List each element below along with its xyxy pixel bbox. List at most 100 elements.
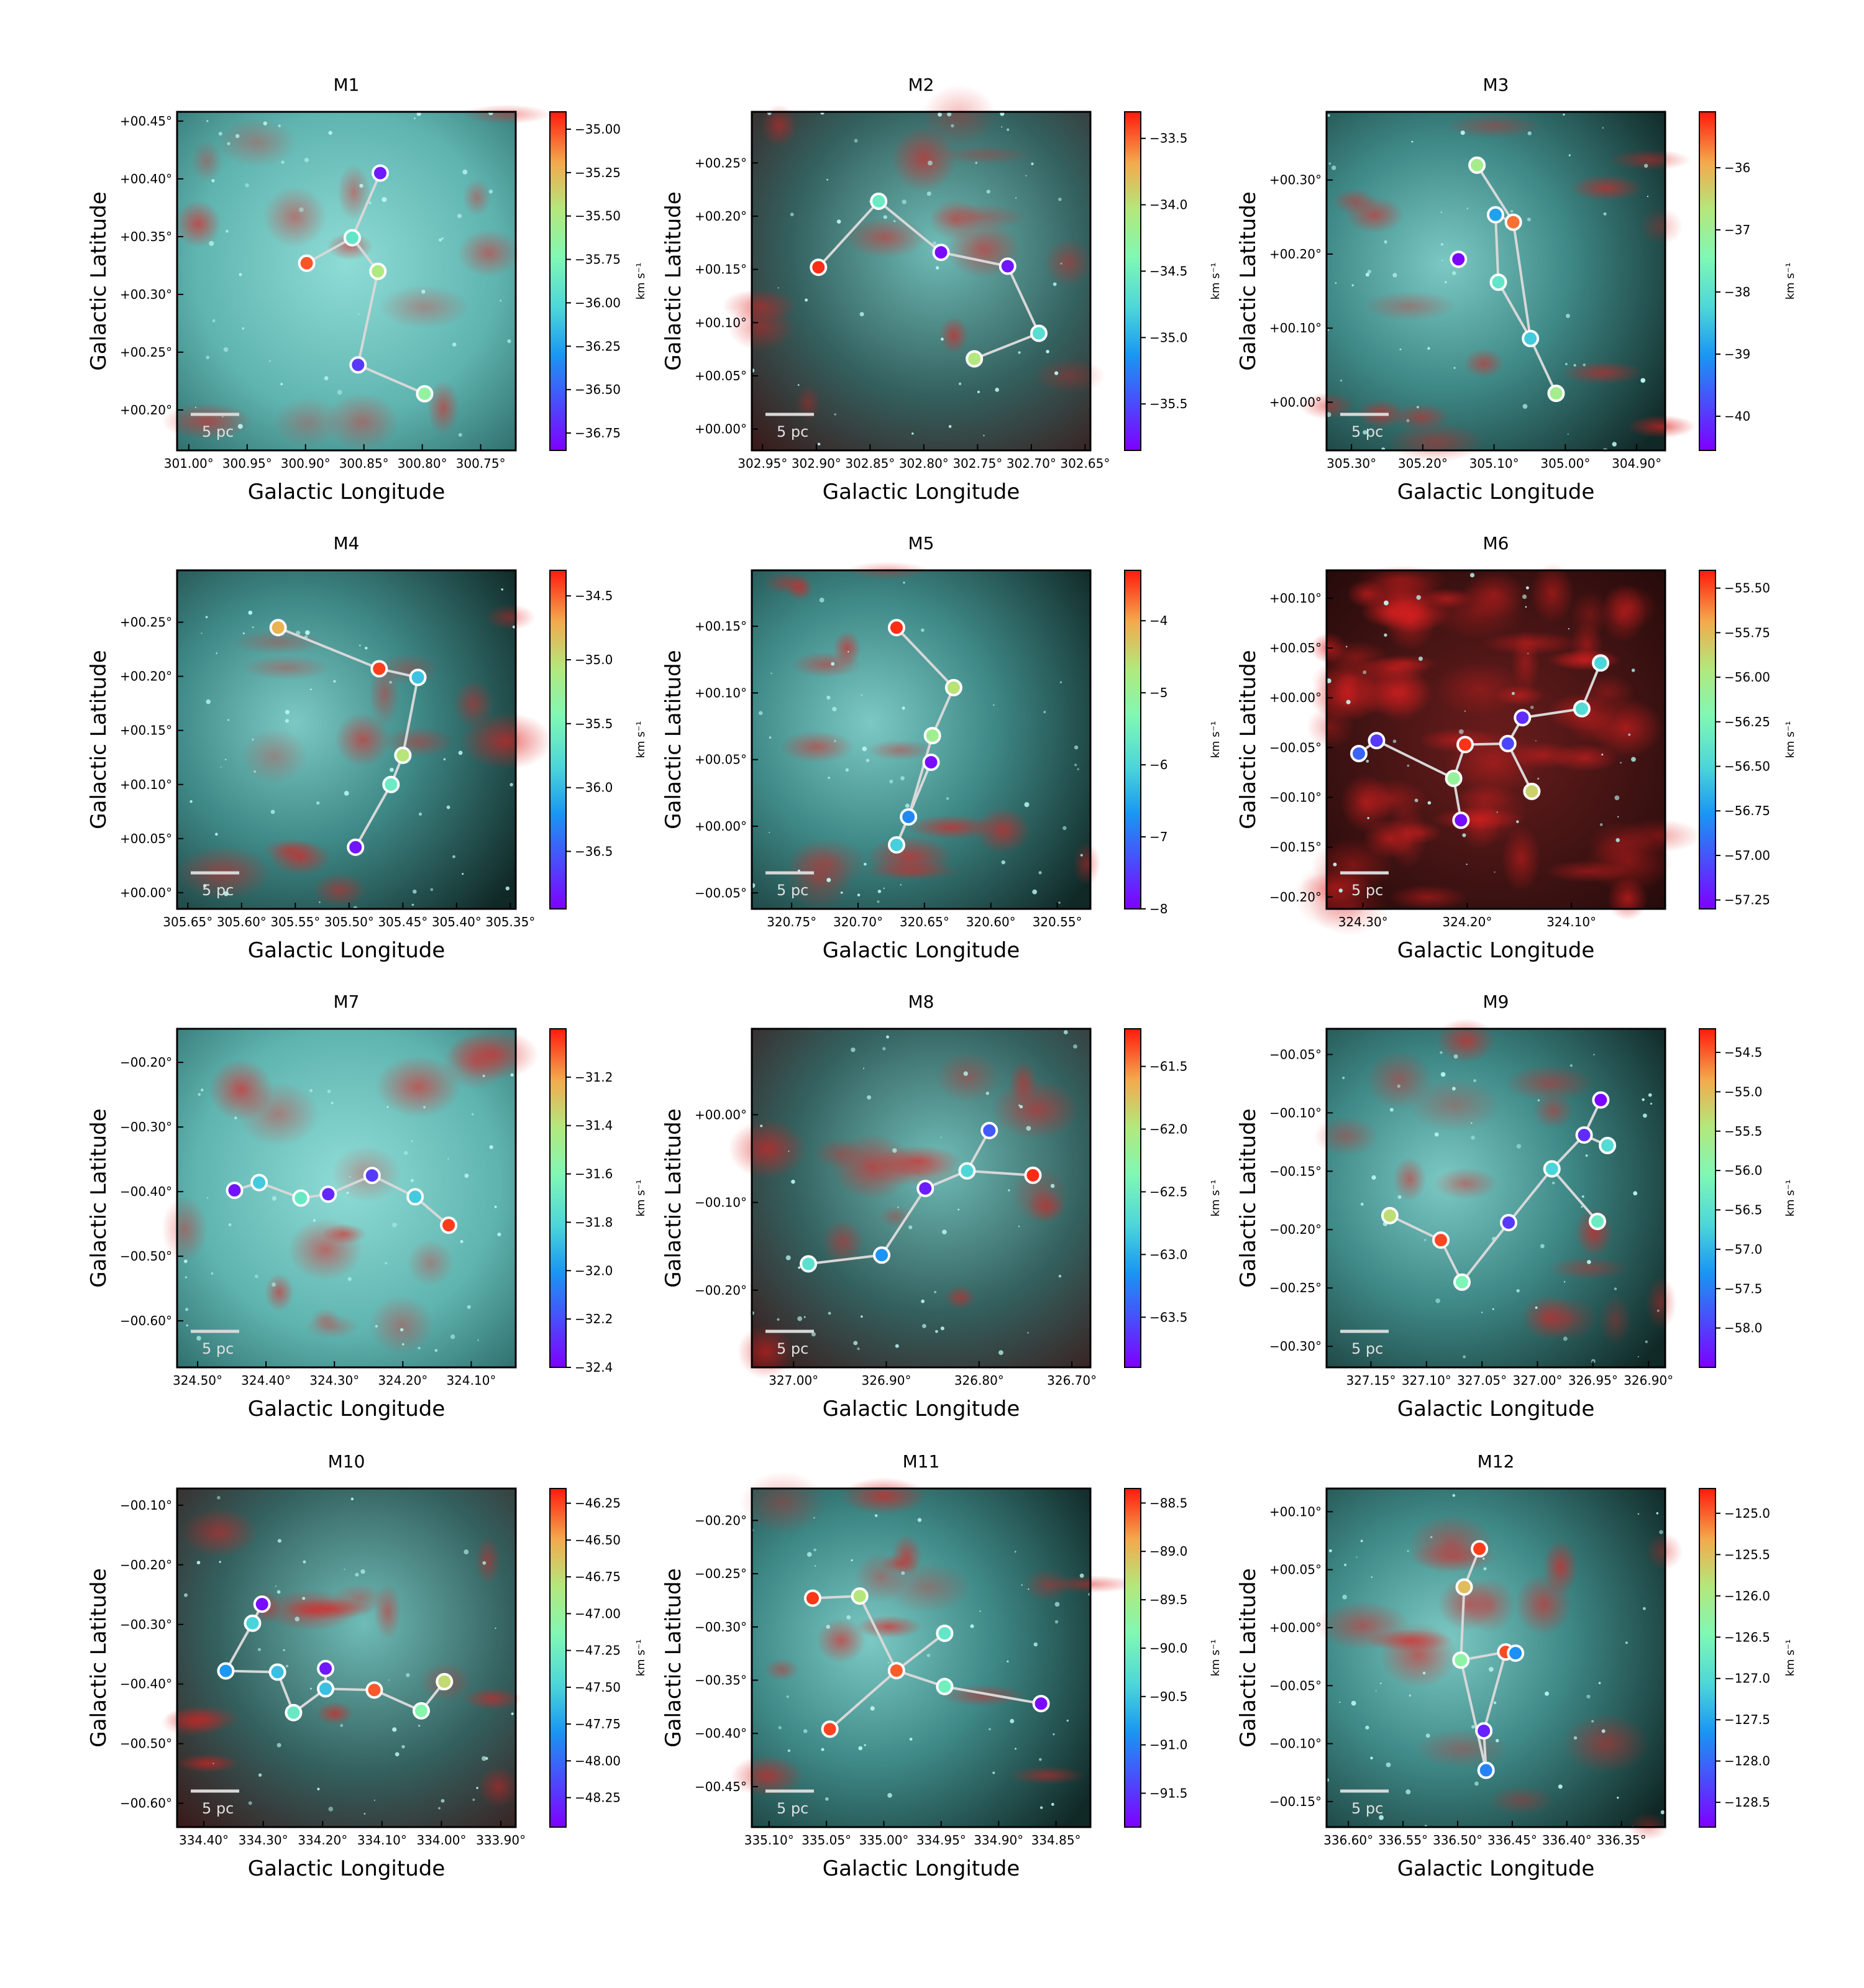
x-axis-label: Galactic Longitude: [248, 1397, 445, 1421]
panel-title: M7: [334, 992, 360, 1012]
plot-frame: [1325, 1028, 1666, 1369]
y-tick-label: +00.05°: [1269, 641, 1322, 655]
clump-point: [1504, 213, 1522, 231]
x-axis-label: Galactic Longitude: [248, 1856, 445, 1881]
x-tick-label: 336.40°: [1542, 1833, 1592, 1848]
panel-title: M11: [903, 1451, 940, 1472]
x-tick-label: 326.80°: [954, 1373, 1004, 1388]
y-tick-label: +00.00°: [695, 819, 747, 834]
y-tick-label: +00.25°: [120, 345, 172, 360]
colorbar-tick-label: −46.50: [575, 1533, 621, 1548]
colorbar-tick-label: −62.0: [1149, 1121, 1187, 1136]
emission-texture: [1294, 563, 1702, 936]
y-tick-label: +00.20°: [1269, 247, 1322, 262]
plot-frame: [1325, 569, 1666, 910]
mst-edge: [1512, 222, 1532, 339]
colorbar-unit-label: km s⁻¹: [634, 263, 647, 300]
panel-title: M2: [908, 75, 934, 95]
scale-bar-label: 5 pc: [777, 882, 808, 899]
mst-edge: [877, 200, 942, 253]
y-tick-label: −00.20°: [1269, 1222, 1322, 1237]
x-tick-label: 336.55°: [1378, 1833, 1428, 1848]
x-tick-label: 334.40°: [179, 1833, 229, 1848]
x-tick-label: 326.70°: [1047, 1373, 1097, 1388]
y-tick-label: −00.05°: [1269, 740, 1322, 755]
colorbar-tick-label: −31.4: [575, 1118, 613, 1133]
clump-point: [922, 753, 940, 771]
clump-point: [998, 257, 1017, 275]
colorbar-tick-label: −6: [1149, 757, 1167, 772]
x-tick-label: 320.65°: [900, 914, 949, 929]
colorbar-tick-label: −57.00: [1724, 848, 1770, 863]
x-tick-label: 305.35°: [485, 914, 535, 929]
colorbar-tick-label: −36: [1724, 160, 1750, 175]
colorbar-unit-label: km s⁻¹: [1209, 721, 1222, 759]
mst-edge: [895, 626, 955, 689]
colorbar-tick-label: −63.0: [1149, 1247, 1187, 1262]
x-tick-label: 302.70°: [1007, 456, 1056, 471]
clump-point: [932, 244, 950, 262]
mst-edge: [817, 200, 880, 268]
x-tick-label: 334.00°: [416, 1833, 466, 1848]
emission-texture: [162, 1029, 539, 1355]
x-tick-label: 334.95°: [916, 1833, 966, 1848]
clump-point: [317, 1659, 335, 1677]
mst-edge: [354, 783, 393, 848]
clump-point: [873, 1246, 891, 1264]
y-tick-label: +00.45°: [120, 114, 172, 129]
clump-point: [821, 1720, 839, 1738]
scale-bar-label: 5 pc: [1351, 1800, 1383, 1817]
y-tick-label: +00.15°: [695, 262, 747, 277]
y-tick-label: +00.00°: [1269, 394, 1322, 409]
colorbar: [1124, 570, 1141, 910]
x-tick-label: 324.20°: [378, 1373, 427, 1388]
colorbar-tick-label: −62.5: [1149, 1184, 1187, 1199]
panel-m10: M10 334.40° 334.30° 334.20° 334.10° 334.00° 33…: [86, 1451, 647, 1881]
colorbar-unit-label: km s⁻¹: [1784, 263, 1797, 300]
colorbar-tick-label: −48.00: [575, 1753, 621, 1768]
clump-point: [923, 727, 941, 745]
clump-point: [1523, 782, 1541, 800]
mst-edge: [931, 687, 955, 736]
x-tick-label: 324.10°: [446, 1373, 496, 1388]
colorbar-tick-label: −55.0: [1724, 1084, 1762, 1099]
x-tick-label: 333.90°: [476, 1833, 526, 1848]
colorbar-tick-label: −55.50: [1724, 581, 1770, 596]
y-axis-label: Galactic Latitude: [86, 1568, 111, 1747]
mst-edge: [974, 332, 1039, 360]
x-axis-label: Galactic Longitude: [1397, 938, 1595, 963]
clump-point: [1592, 1091, 1610, 1109]
colorbar-tick-label: −31.8: [575, 1215, 613, 1229]
y-tick-label: −00.15°: [1269, 840, 1322, 855]
colorbar-tick-label: −36.50: [575, 382, 621, 397]
x-tick-label: 336.45°: [1487, 1833, 1537, 1848]
sky-image: [1327, 1489, 1665, 1827]
x-tick-label: 302.65°: [1060, 456, 1110, 471]
x-tick-label: 305.00°: [1540, 456, 1590, 471]
y-tick-label: −00.25°: [1269, 1280, 1322, 1295]
y-tick-label: −00.30°: [695, 1620, 747, 1635]
mst-edge: [1551, 1168, 1599, 1223]
colorbar-tick-label: −126.0: [1724, 1589, 1770, 1603]
clump-point: [365, 1681, 383, 1699]
mst-edge: [1006, 265, 1040, 334]
y-axis-label: Galactic Latitude: [86, 1108, 111, 1287]
clump-point: [1589, 1213, 1606, 1231]
y-axis-label: Galactic Latitude: [1236, 191, 1261, 370]
clump-point: [1475, 1722, 1493, 1740]
colorbar-tick-label: −57.0: [1724, 1242, 1762, 1257]
colorbar: [549, 111, 567, 451]
mst-edge: [829, 1669, 898, 1730]
y-tick-label: −00.45°: [695, 1779, 747, 1794]
colorbar-tick-label: −56.0: [1724, 1163, 1762, 1178]
x-tick-label: 320.70°: [833, 914, 883, 929]
colorbar-tick-label: −56.50: [1724, 759, 1770, 774]
colorbar-unit-label: km s⁻¹: [1784, 1180, 1797, 1217]
panel-title: M10: [328, 1451, 365, 1472]
mst-edge: [1389, 1214, 1441, 1241]
emission-texture: [750, 561, 1100, 911]
panel-m12: M12 336.60° 336.55° 336.50° 336.45° 336.40° 33…: [1236, 1451, 1797, 1881]
colorbar-tick-label: −46.25: [575, 1496, 621, 1511]
emission-texture: [730, 1471, 1138, 1809]
panel-m11: M11 335.10° 335.05° 335.00° 334.95° 334.90° 33…: [661, 1451, 1222, 1881]
